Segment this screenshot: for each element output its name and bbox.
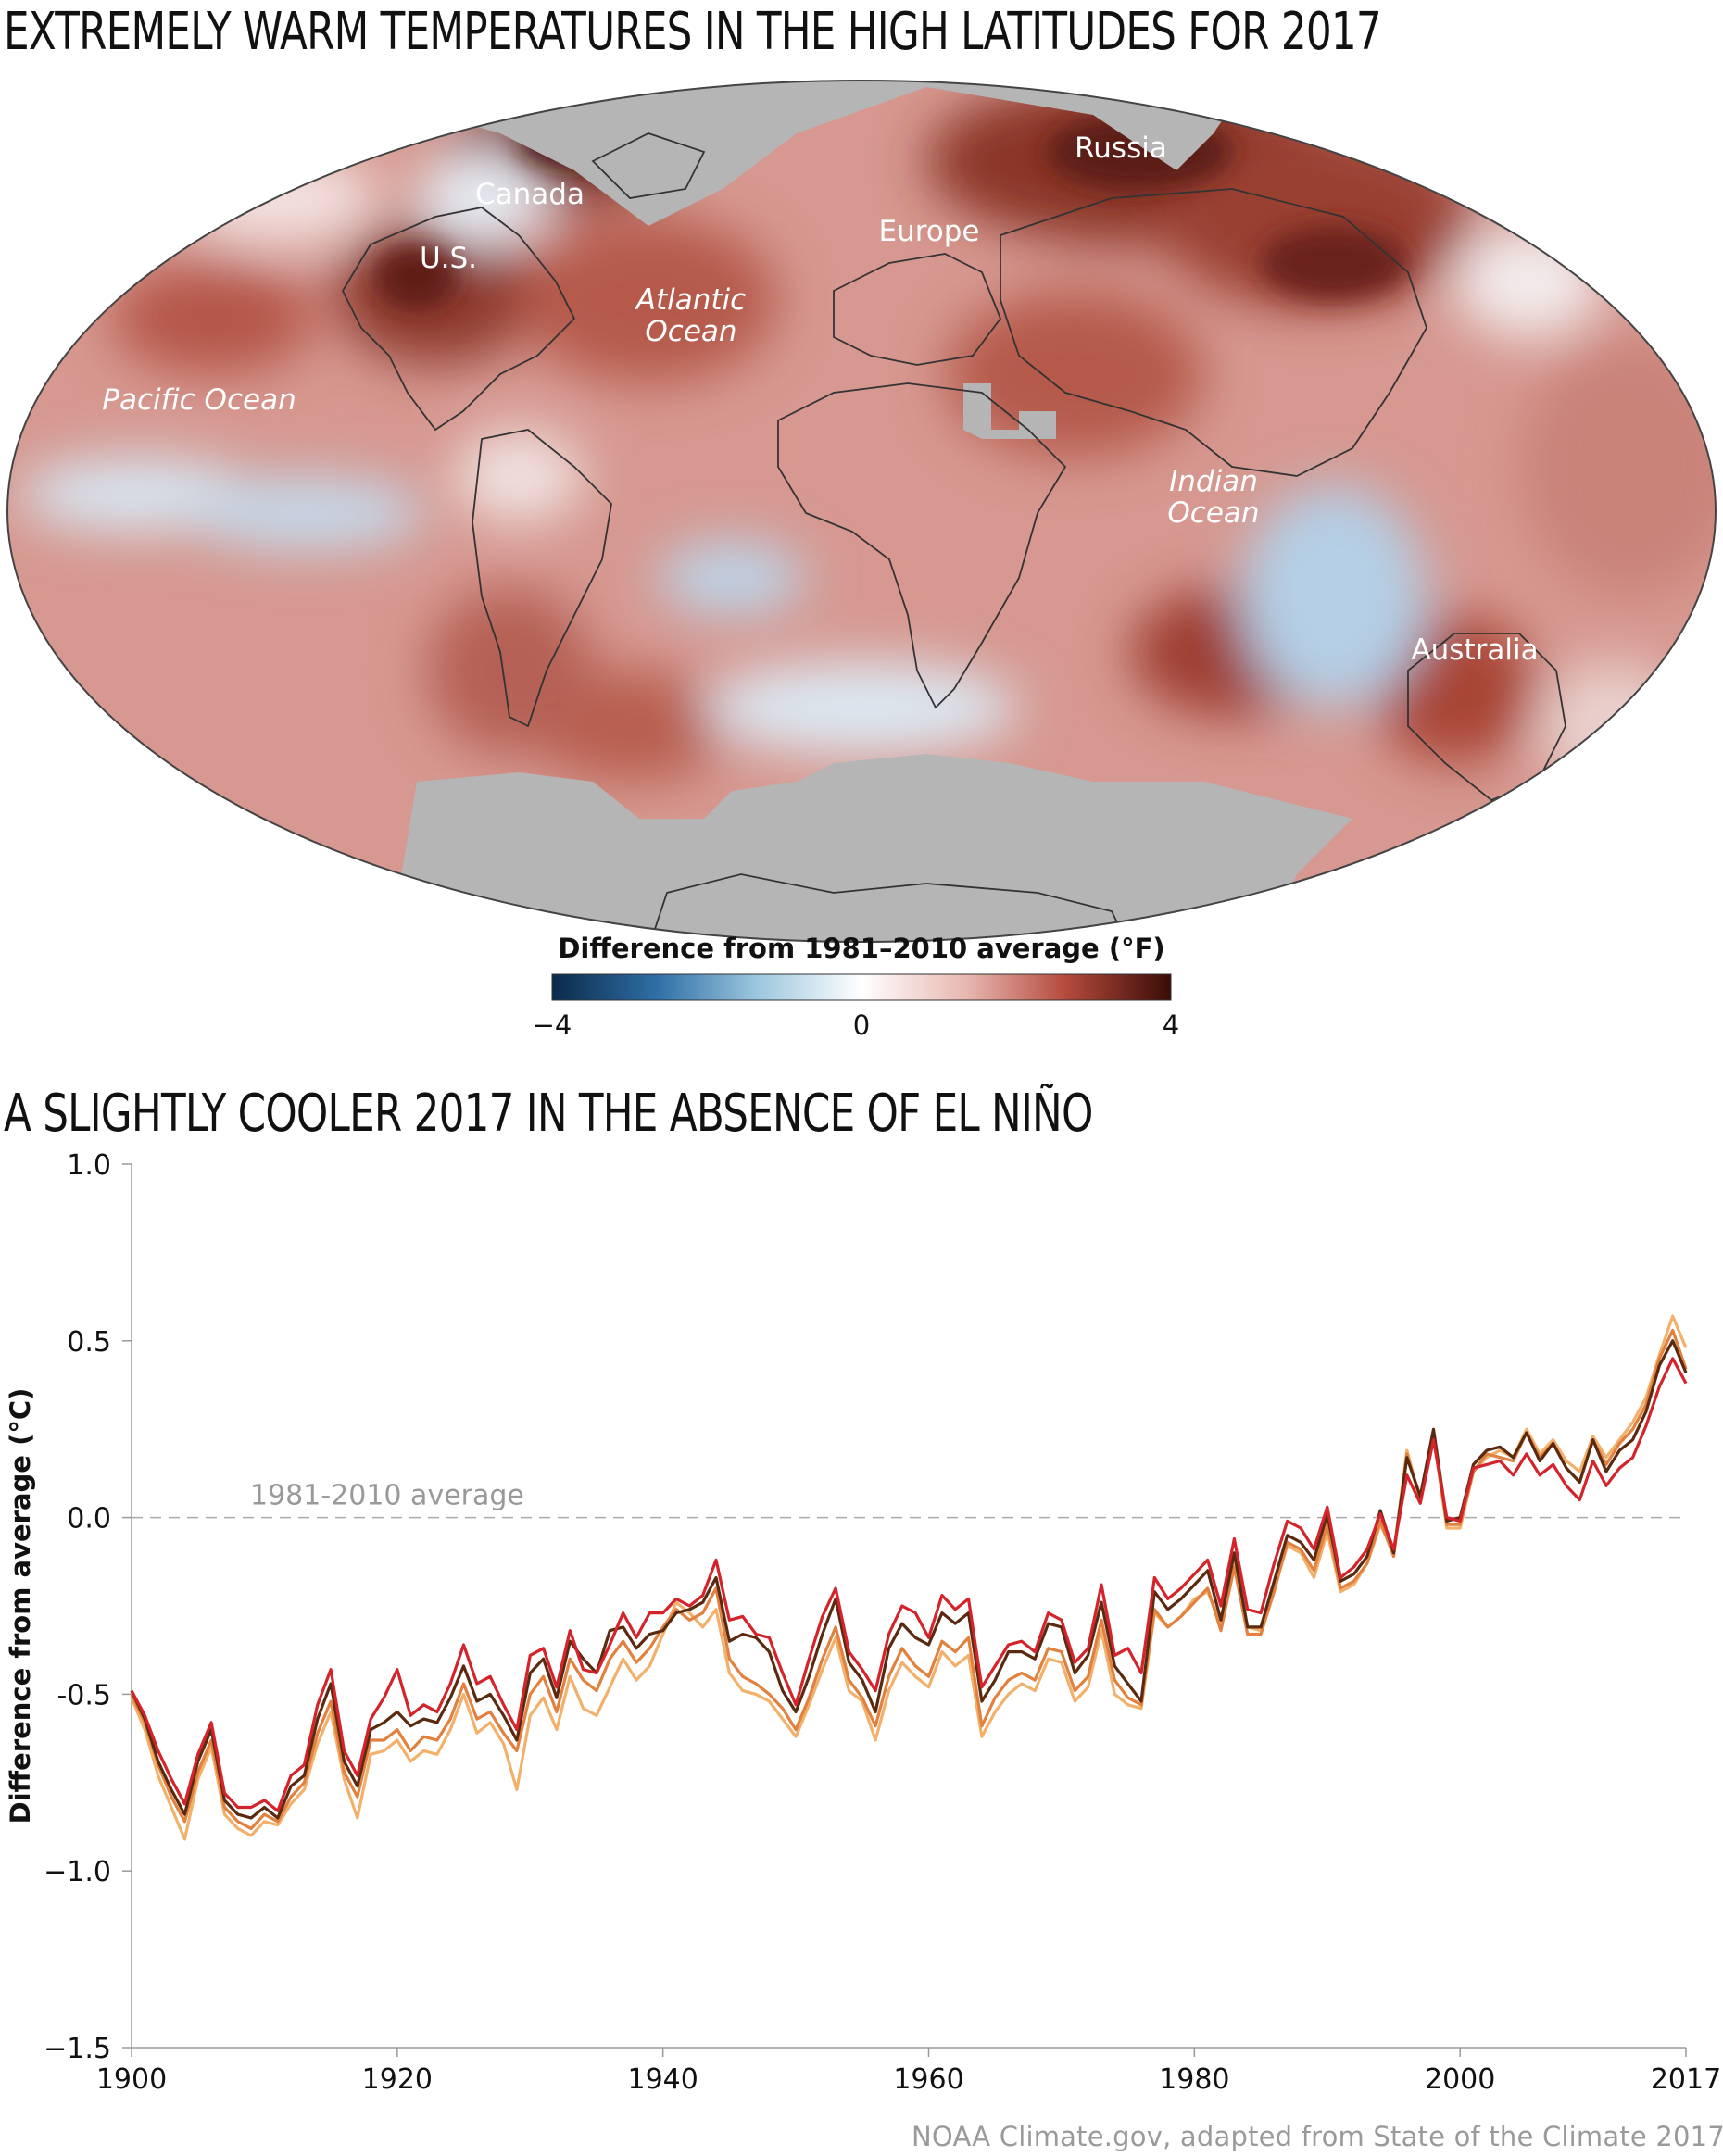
temperature-anomaly-map: Canada U.S. Russia Europe Atlantic Ocean… [6, 80, 1717, 1041]
reference-label: 1981-2010 average [250, 1480, 524, 1512]
x-tick-label: 1960 [893, 2063, 963, 2096]
label-indian-1: Indian [1169, 465, 1258, 498]
colorbar-title: Difference from 1981–2010 average (°F) [558, 933, 1164, 964]
colorbar-max-label: 4 [1163, 1009, 1179, 1041]
x-axis-ticks: 1900 1920 1940 1960 1980 2000 2017 [96, 2048, 1721, 2096]
continent-outlines [341, 132, 1566, 942]
y-tick-label: -0.5 [57, 1679, 111, 1711]
y-tick-label: 0.5 [67, 1326, 111, 1359]
source-credit: NOAA Climate.gov, adapted from State of … [912, 2121, 1723, 2152]
x-tick-label: 1900 [96, 2063, 167, 2096]
x-tick-label: 1980 [1159, 2063, 1229, 2096]
chart-title: A SLIGHTLY COOLER 2017 IN THE ABSENCE OF… [4, 1084, 1093, 1144]
x-tick-label: 1940 [627, 2063, 698, 2096]
colorbar-mid-label: 0 [853, 1009, 870, 1041]
label-australia: Australia [1411, 633, 1538, 667]
x-tick-label: 1920 [362, 2063, 433, 2096]
label-pacific: Pacific Ocean [102, 383, 296, 417]
label-indian-2: Ocean [1167, 496, 1259, 530]
x-tick-label: 2000 [1425, 2063, 1495, 2096]
globe-outline [6, 80, 1717, 943]
map-title: EXTREMELY WARM TEMPERATURES IN THE HIGH … [4, 2, 1382, 62]
y-tick-label: 0.0 [67, 1503, 111, 1536]
map-fill [7, 81, 1716, 942]
colorbar-gradient [551, 973, 1172, 1001]
label-us: U.S. [420, 242, 477, 275]
label-atlantic-1: Atlantic [635, 283, 746, 317]
y-tick-label: −1.5 [44, 2033, 111, 2065]
y-axis-ticks: −1.5 −1.0 -0.5 0.0 0.5 1.0 [44, 1149, 132, 2065]
temperature-anomaly-line-chart: −1.5−1.0-0.50.00.51.0 1900 1920 1940 1960 19… [5, 1149, 1721, 2096]
y-axis-label: Difference from average (°C) [5, 1388, 36, 1824]
label-russia: Russia [1075, 132, 1167, 165]
x-tick-label: 2017 [1651, 2063, 1721, 2096]
y-tick-label: 1.0 [67, 1149, 111, 1182]
label-canada: Canada [475, 178, 585, 211]
series-lines [130, 1314, 1688, 1841]
colorbar: Difference from 1981–2010 average (°F) −… [533, 933, 1180, 1041]
series-line-1 [130, 1339, 1688, 1820]
label-atlantic-2: Ocean [645, 315, 736, 348]
series-line-0 [130, 1357, 1688, 1812]
label-europe: Europe [878, 215, 979, 248]
y-tick-label: −1.0 [44, 1856, 111, 1888]
colorbar-min-label: −4 [533, 1009, 572, 1041]
